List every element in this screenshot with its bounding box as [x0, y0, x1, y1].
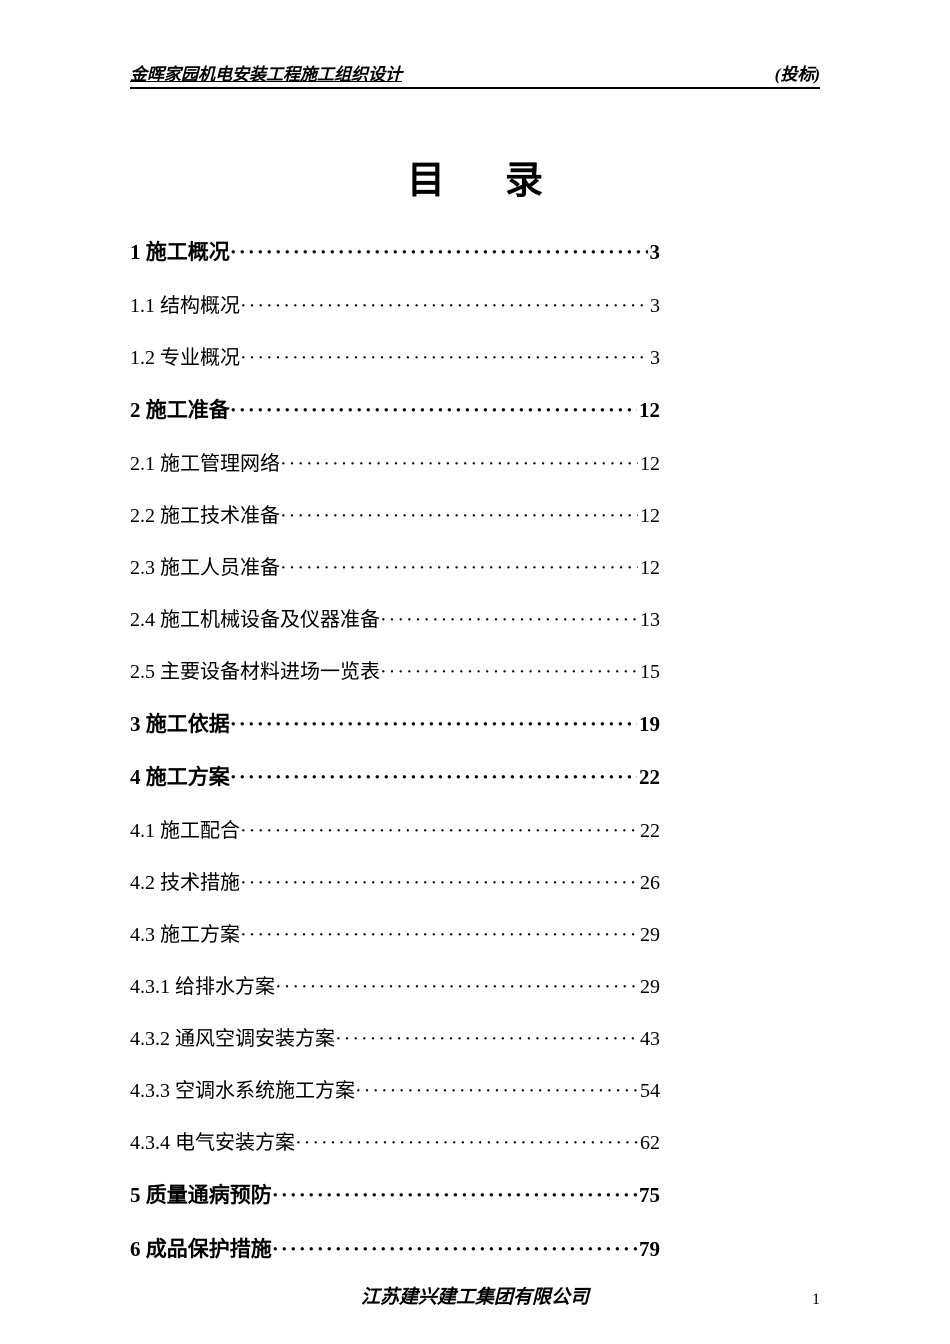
toc-leader-dots: ········································…: [240, 813, 638, 849]
toc-page: 54: [640, 1073, 660, 1109]
toc-page: 3: [650, 234, 661, 272]
toc-label: 4.3.4 电气安装方案: [130, 1125, 295, 1161]
toc-label: 4.1 施工配合: [130, 813, 240, 849]
toc-entry: 2.5 主要设备材料进场一览表·························…: [130, 654, 660, 690]
toc-page: 26: [640, 865, 660, 901]
toc-page: 15: [640, 654, 660, 690]
toc-entry: 2.4 施工机械设备及仪器准备·························…: [130, 602, 660, 638]
toc-leader-dots: ········································…: [230, 759, 637, 797]
toc-leader-dots: ········································…: [280, 550, 638, 586]
header-right-text: (投标): [775, 60, 820, 85]
toc-leader-dots: ········································…: [272, 1231, 637, 1269]
toc-label: 2.5 主要设备材料进场一览表: [130, 654, 380, 690]
toc-entry: 1.1 结构概况································…: [130, 288, 660, 324]
toc-leader-dots: ········································…: [240, 865, 638, 901]
toc-leader-dots: ········································…: [230, 392, 637, 430]
toc-entry: 1.2 专业概况································…: [130, 340, 660, 376]
toc-entry: 2.3 施工人员准备······························…: [130, 550, 660, 586]
toc-page: 62: [640, 1125, 660, 1161]
toc-page: 12: [640, 446, 660, 482]
toc-label: 2.1 施工管理网络: [130, 446, 280, 482]
toc-page: 29: [640, 917, 660, 953]
toc-label: 2.2 施工技术准备: [130, 498, 280, 534]
toc-entry: 2.1 施工管理网络······························…: [130, 446, 660, 482]
toc-page: 43: [640, 1021, 660, 1057]
toc-page: 12: [640, 550, 660, 586]
toc-leader-dots: ········································…: [275, 969, 638, 1005]
toc-leader-dots: ········································…: [280, 446, 638, 482]
toc-entry: 4 施工方案··································…: [130, 759, 660, 797]
toc-leader-dots: ········································…: [280, 498, 638, 534]
toc-entry: 2 施工准备··································…: [130, 392, 660, 430]
toc-label: 3 施工依据: [130, 706, 230, 744]
toc-leader-dots: ········································…: [335, 1021, 638, 1057]
toc-entry: 6 成品保护措施································…: [130, 1231, 660, 1269]
toc-page: 19: [639, 706, 660, 744]
footer-company: 江苏建兴建工集团有限公司: [0, 1282, 950, 1309]
toc-label: 2.4 施工机械设备及仪器准备: [130, 602, 380, 638]
toc-leader-dots: ········································…: [240, 288, 648, 324]
toc-entry: 4.2 技术措施································…: [130, 865, 660, 901]
toc-page: 12: [640, 498, 660, 534]
toc-label: 1 施工概况: [130, 234, 230, 272]
toc-label: 1.1 结构概况: [130, 288, 240, 324]
toc-leader-dots: ········································…: [355, 1073, 638, 1109]
toc-label: 4.3.1 给排水方案: [130, 969, 275, 1005]
toc-entry: 4.1 施工配合································…: [130, 813, 660, 849]
toc-leader-dots: ········································…: [240, 917, 638, 953]
toc-entry: 4.3.4 电气安装方案····························…: [130, 1125, 660, 1161]
toc-entry: 4.3.1 给排水方案·····························…: [130, 969, 660, 1005]
toc-label: 6 成品保护措施: [130, 1231, 272, 1269]
toc-leader-dots: ········································…: [272, 1177, 637, 1215]
toc-leader-dots: ········································…: [295, 1125, 638, 1161]
toc-label: 5 质量通病预防: [130, 1177, 272, 1215]
toc-page: 3: [650, 288, 660, 324]
toc-page: 22: [639, 759, 660, 797]
header-left-text: 金晖家园机电安装工程施工组织设计: [130, 60, 402, 85]
toc-entry: 4.3.3 空调水系统施工方案·························…: [130, 1073, 660, 1109]
toc-entry: 4.3.2 通风空调安装方案··························…: [130, 1021, 660, 1057]
toc-label: 4.3.3 空调水系统施工方案: [130, 1073, 355, 1109]
toc-leader-dots: ········································…: [240, 340, 648, 376]
page-number: 1: [812, 1291, 820, 1309]
toc-page: 12: [639, 392, 660, 430]
toc-page: 3: [650, 340, 660, 376]
toc-label: 4.3.2 通风空调安装方案: [130, 1021, 335, 1057]
toc-page: 29: [640, 969, 660, 1005]
toc-label: 4 施工方案: [130, 759, 230, 797]
toc-page: 13: [640, 602, 660, 638]
toc-entry: 2.2 施工技术准备······························…: [130, 498, 660, 534]
toc-page: 22: [640, 813, 660, 849]
toc-title: 目录: [130, 149, 820, 204]
toc-leader-dots: ········································…: [230, 706, 637, 744]
toc-label: 2.3 施工人员准备: [130, 550, 280, 586]
toc-leader-dots: ········································…: [380, 602, 638, 638]
toc-entry: 4.3 施工方案································…: [130, 917, 660, 953]
toc-entry: 1 施工概况··································…: [130, 234, 660, 272]
toc-entry: 3 施工依据··································…: [130, 706, 660, 744]
toc-label: 1.2 专业概况: [130, 340, 240, 376]
toc-page: 79: [639, 1231, 660, 1269]
document-header: 金晖家园机电安装工程施工组织设计 (投标): [130, 60, 820, 89]
toc-container: 1 施工概况··································…: [130, 234, 820, 1269]
toc-label: 4.3 施工方案: [130, 917, 240, 953]
toc-label: 4.2 技术措施: [130, 865, 240, 901]
toc-label: 2 施工准备: [130, 392, 230, 430]
toc-page: 75: [639, 1177, 660, 1215]
toc-leader-dots: ········································…: [380, 654, 638, 690]
toc-leader-dots: ········································…: [230, 234, 648, 272]
toc-entry: 5 质量通病预防································…: [130, 1177, 660, 1215]
